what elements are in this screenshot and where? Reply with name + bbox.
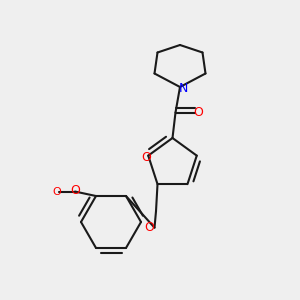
- Text: O: O: [194, 106, 203, 119]
- Text: O: O: [52, 187, 62, 196]
- Text: O: O: [141, 151, 151, 164]
- Text: O: O: [144, 221, 154, 234]
- Text: N: N: [178, 82, 188, 95]
- Text: O: O: [70, 184, 80, 196]
